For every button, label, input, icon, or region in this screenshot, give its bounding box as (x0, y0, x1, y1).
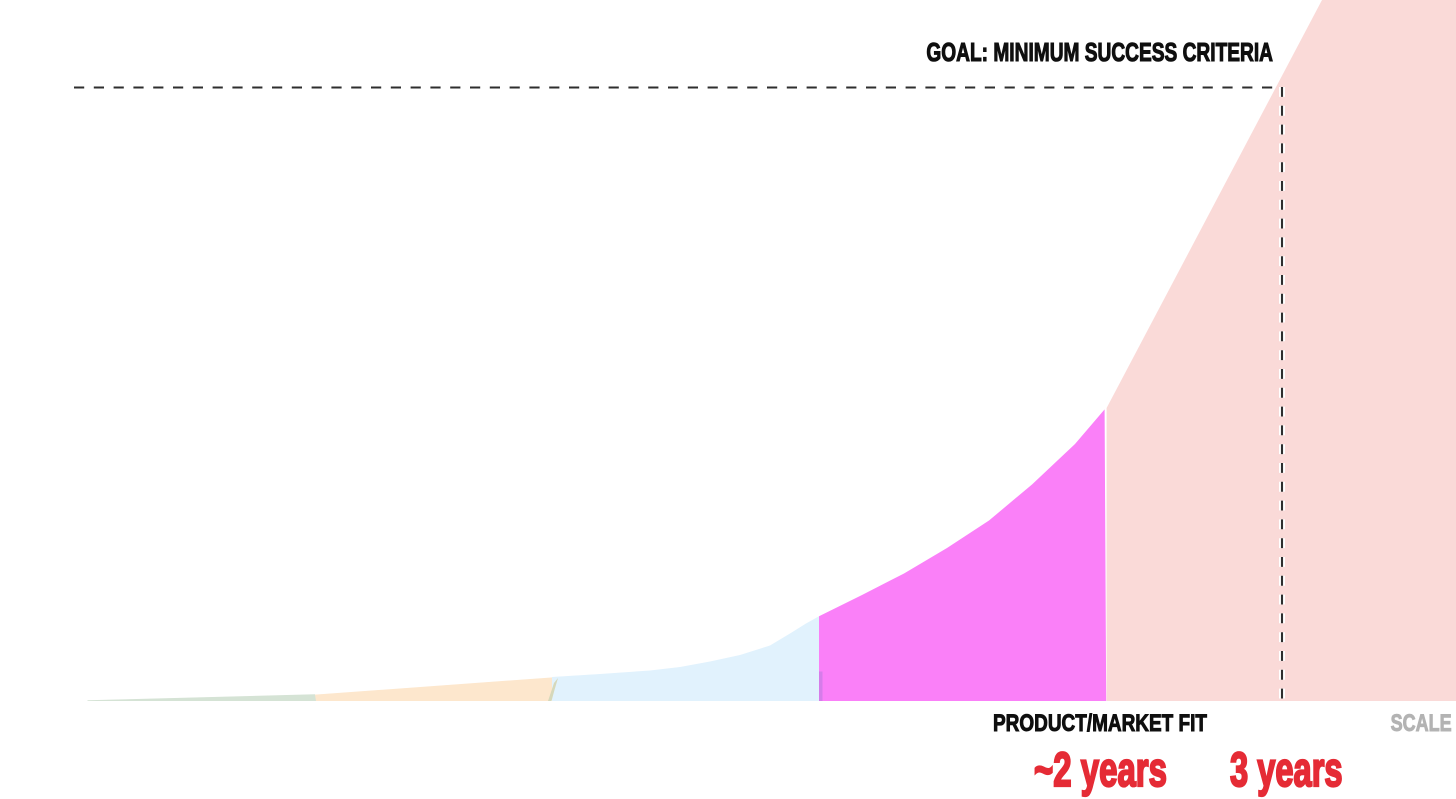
svg-text:GOAL: MINIMUM SUCCESS CRITERIA: GOAL: MINIMUM SUCCESS CRITERIA (926, 37, 1273, 67)
svg-text:3 years: 3 years (1230, 744, 1343, 797)
svg-text:~2 years: ~2 years (1034, 744, 1167, 797)
svg-text:PRODUCT/MARKET FIT: PRODUCT/MARKET FIT (993, 710, 1207, 737)
svg-text:SCALE: SCALE (1391, 710, 1452, 737)
